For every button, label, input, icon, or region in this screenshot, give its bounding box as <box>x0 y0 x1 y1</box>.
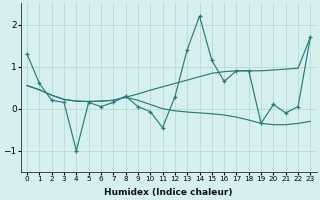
X-axis label: Humidex (Indice chaleur): Humidex (Indice chaleur) <box>104 188 233 197</box>
